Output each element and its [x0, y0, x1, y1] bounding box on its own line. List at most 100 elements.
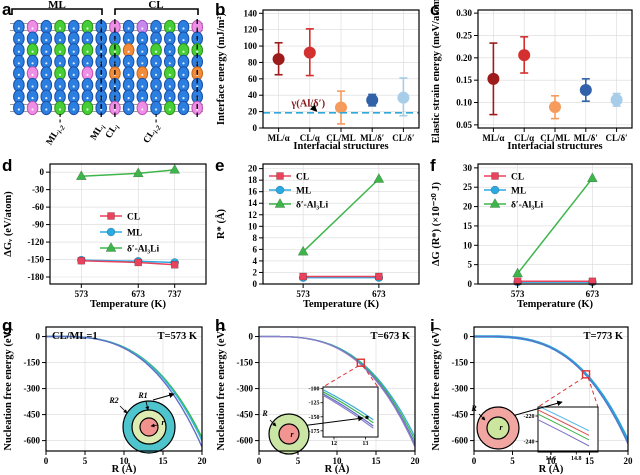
svg-text:R1: R1	[137, 391, 147, 400]
svg-text:-150: -150	[24, 358, 41, 368]
svg-text:-175: -175	[309, 429, 320, 435]
svg-text:-450: -450	[24, 410, 41, 420]
svg-text:-220: -220	[524, 414, 535, 420]
svg-text:Interface energy (mJ/m²): Interface energy (mJ/m²)	[216, 12, 227, 125]
svg-text:-150: -150	[309, 415, 320, 421]
svg-text:R (Å): R (Å)	[325, 463, 350, 475]
svg-text:CL/ML=1: CL/ML=1	[52, 331, 98, 342]
svg-text:14: 14	[248, 198, 258, 208]
svg-text:ML/α: ML/α	[482, 133, 504, 143]
svg-text:573: 573	[511, 289, 525, 299]
svg-text:δ′-Al₃Li: δ′-Al₃Li	[296, 201, 328, 211]
svg-text:20: 20	[248, 164, 258, 174]
svg-text:12: 12	[248, 210, 258, 220]
svg-text:ΔGᵥ (eV/atom): ΔGᵥ (eV/atom)	[3, 191, 14, 257]
svg-text:25: 25	[463, 182, 473, 192]
svg-text:0.10: 0.10	[456, 98, 472, 108]
svg-text:-600: -600	[452, 436, 469, 446]
panel-a-label: a	[2, 0, 12, 19]
svg-text:6: 6	[253, 244, 258, 254]
svg-text:13: 13	[362, 441, 368, 447]
svg-text:0: 0	[253, 279, 258, 289]
chart-delta-gv: CL ML δ′-Al₃Li 0 -30 -60 -90 -120 -150 -180 573 673…	[0, 152, 214, 315]
svg-text:r: r	[499, 423, 503, 432]
svg-text:5: 5	[468, 260, 473, 270]
svg-text:R* (Å): R* (Å)	[215, 208, 227, 239]
svg-text:CL/ML: CL/ML	[540, 133, 570, 143]
svg-text:Temperature (K): Temperature (K)	[303, 299, 380, 310]
svg-text:ML: ML	[296, 187, 311, 197]
svg-text:673: 673	[372, 289, 386, 299]
svg-text:14.6: 14.6	[546, 456, 557, 462]
svg-text:δ′-Al₃Li: δ′-Al₃Li	[127, 245, 159, 255]
svg-text:-600: -600	[237, 436, 254, 446]
svg-text:15: 15	[159, 456, 169, 466]
svg-text:Elastic strain energy (meV/ato: Elastic strain energy (meV/atom)	[431, 0, 442, 143]
svg-text:20: 20	[411, 456, 421, 466]
svg-text:R2: R2	[108, 396, 118, 405]
svg-text:ΔG (R*) (×10⁻²⁰ J): ΔG (R*) (×10⁻²⁰ J)	[430, 181, 442, 266]
svg-text:CL/α: CL/α	[514, 133, 534, 143]
panel-b: b γ(Al/δ′) 0 20 40 60 80 100 120 140 ML/α CL/α CL/M…	[213, 0, 427, 152]
svg-text:20: 20	[624, 456, 634, 466]
panel-f-label: f	[430, 156, 436, 175]
panel-c-label: c	[430, 0, 440, 19]
svg-text:-180: -180	[28, 272, 45, 282]
chart-elastic-strain-energy: 0.05 0.10 0.15 0.20 0.25 0.30 ML/α CL/α CL/ML ML/…	[428, 0, 640, 157]
svg-text:15: 15	[463, 221, 473, 231]
svg-text:Temperature (K): Temperature (K)	[517, 299, 594, 310]
svg-text:Nucleation free energy (eV): Nucleation free energy (eV)	[431, 327, 442, 451]
svg-text:T=773 K: T=773 K	[583, 331, 623, 342]
svg-text:-450: -450	[452, 410, 469, 420]
svg-text:60: 60	[248, 74, 258, 84]
svg-text:R (Å): R (Å)	[112, 463, 137, 475]
svg-text:16: 16	[248, 187, 258, 197]
svg-text:CL/δ′: CL/δ′	[605, 133, 627, 143]
svg-text:T=673 K: T=673 K	[370, 331, 410, 342]
svg-text:-150: -150	[28, 255, 45, 265]
svg-text:120: 120	[244, 25, 258, 35]
svg-text:ML/δ′: ML/δ′	[574, 133, 598, 143]
svg-text:CL/α: CL/α	[300, 133, 320, 143]
svg-text:5: 5	[83, 456, 88, 466]
svg-text:0: 0	[257, 456, 262, 466]
panel-d: d CL ML δ′-Al₃Li 0 -30 -60 -90 -120 -150 -180 573 6…	[0, 152, 214, 310]
panel-i-label: i	[430, 316, 435, 335]
svg-text:r: r	[161, 418, 165, 427]
panel-e-label: e	[215, 156, 225, 175]
svg-text:30: 30	[463, 163, 473, 173]
svg-text:CL/ML: CL/ML	[326, 133, 356, 143]
svg-text:20: 20	[248, 107, 258, 117]
svg-text:673: 673	[586, 289, 600, 299]
svg-text:10: 10	[463, 240, 473, 250]
panel-d-label: d	[2, 156, 13, 175]
svg-text:T=573 K: T=573 K	[157, 331, 197, 342]
panel-f: f CL ML δ′-Al₃Li 0 5 10 15 20 25 30 573 673 Temperat…	[428, 152, 640, 310]
svg-text:ML: ML	[511, 187, 526, 197]
svg-text:Interfacial structures: Interfacial structures	[507, 141, 602, 152]
svg-text:0: 0	[468, 279, 473, 289]
svg-text:R (Å): R (Å)	[539, 463, 564, 475]
panel-e: e CL ML δ′-Al₃Li 0 2 4 6 8 10 12 14 16 18 20 573 673 Tem…	[213, 152, 427, 310]
svg-text:Nucleation free energy (eV): Nucleation free energy (eV)	[3, 327, 14, 451]
svg-text:MLi-2: MLi-2	[45, 122, 67, 148]
svg-text:0: 0	[44, 456, 49, 466]
svg-text:4: 4	[253, 256, 258, 266]
svg-text:0.05: 0.05	[456, 120, 472, 130]
svg-text:r: r	[290, 430, 294, 439]
svg-text:0.15: 0.15	[456, 75, 472, 85]
svg-text:-600: -600	[24, 436, 41, 446]
svg-text:δ′-Al₃Li: δ′-Al₃Li	[511, 201, 543, 211]
svg-text:10: 10	[248, 221, 258, 231]
svg-text:ML: ML	[127, 229, 142, 239]
svg-text:673: 673	[131, 289, 145, 299]
panel-b-label: b	[215, 0, 226, 19]
svg-text:-100: -100	[309, 387, 320, 393]
svg-text:12: 12	[331, 441, 337, 447]
panel-g: g CL/ML=1 T=573 K R2 R1 r 0 -150 -300 -450 -600 0 5…	[0, 310, 214, 475]
svg-text:0.25: 0.25	[456, 30, 472, 40]
svg-text:-300: -300	[237, 384, 254, 394]
chart-interface-energy: γ(Al/δ′) 0 20 40 60 80 100 120 140 ML/α CL/α CL/ML M…	[213, 0, 427, 157]
